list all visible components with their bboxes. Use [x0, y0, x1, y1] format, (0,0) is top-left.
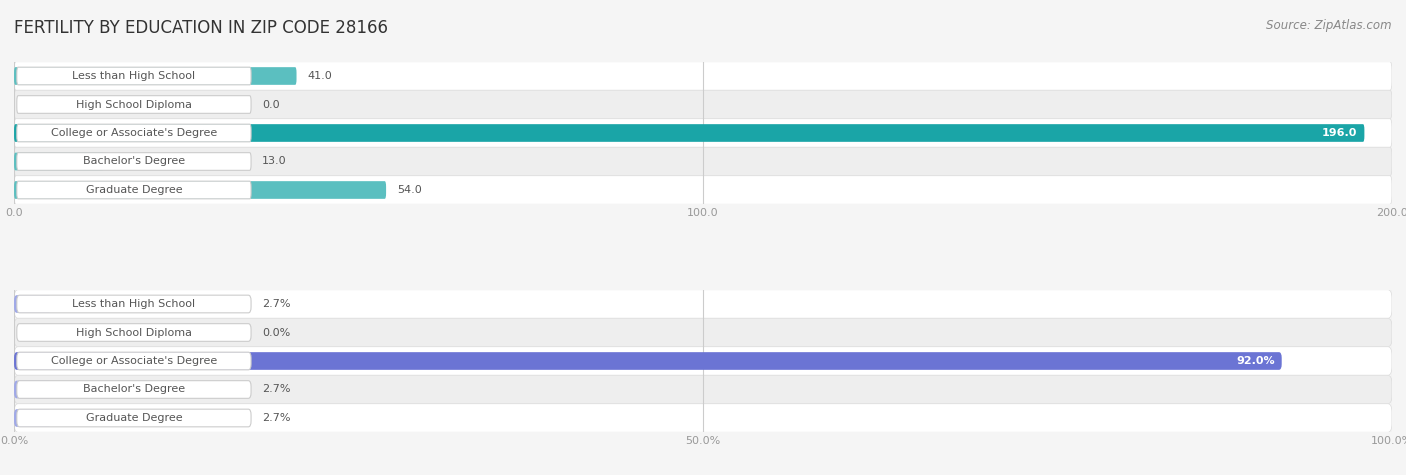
Text: 2.7%: 2.7%	[262, 413, 291, 423]
FancyBboxPatch shape	[14, 352, 1282, 370]
Text: High School Diploma: High School Diploma	[76, 327, 193, 338]
Text: Graduate Degree: Graduate Degree	[86, 413, 183, 423]
FancyBboxPatch shape	[14, 152, 104, 171]
FancyBboxPatch shape	[14, 295, 51, 313]
FancyBboxPatch shape	[17, 67, 252, 85]
Text: Graduate Degree: Graduate Degree	[86, 185, 183, 195]
FancyBboxPatch shape	[17, 295, 252, 313]
FancyBboxPatch shape	[14, 124, 1364, 142]
FancyBboxPatch shape	[17, 323, 252, 342]
FancyBboxPatch shape	[14, 67, 297, 85]
Text: Bachelor's Degree: Bachelor's Degree	[83, 384, 186, 395]
FancyBboxPatch shape	[14, 290, 1392, 318]
FancyBboxPatch shape	[14, 176, 1392, 204]
FancyBboxPatch shape	[14, 62, 1392, 90]
Text: 2.7%: 2.7%	[262, 384, 291, 395]
FancyBboxPatch shape	[17, 152, 252, 171]
FancyBboxPatch shape	[14, 380, 51, 399]
FancyBboxPatch shape	[17, 95, 252, 114]
Text: Source: ZipAtlas.com: Source: ZipAtlas.com	[1267, 19, 1392, 32]
FancyBboxPatch shape	[14, 119, 1392, 147]
Text: 2.7%: 2.7%	[262, 299, 291, 309]
Text: College or Associate's Degree: College or Associate's Degree	[51, 356, 217, 366]
FancyBboxPatch shape	[14, 181, 387, 199]
FancyBboxPatch shape	[14, 318, 1392, 347]
Text: 13.0: 13.0	[262, 156, 287, 167]
FancyBboxPatch shape	[14, 375, 1392, 404]
Text: High School Diploma: High School Diploma	[76, 99, 193, 110]
FancyBboxPatch shape	[17, 352, 252, 370]
Text: Less than High School: Less than High School	[72, 71, 195, 81]
FancyBboxPatch shape	[17, 409, 252, 427]
Text: 41.0: 41.0	[308, 71, 332, 81]
FancyBboxPatch shape	[14, 347, 1392, 375]
FancyBboxPatch shape	[14, 147, 1392, 176]
Text: 0.0%: 0.0%	[262, 327, 290, 338]
FancyBboxPatch shape	[14, 409, 51, 427]
FancyBboxPatch shape	[17, 124, 252, 142]
Text: 196.0: 196.0	[1322, 128, 1358, 138]
Text: 92.0%: 92.0%	[1236, 356, 1275, 366]
FancyBboxPatch shape	[17, 181, 252, 199]
FancyBboxPatch shape	[14, 90, 1392, 119]
Text: Bachelor's Degree: Bachelor's Degree	[83, 156, 186, 167]
FancyBboxPatch shape	[14, 404, 1392, 432]
FancyBboxPatch shape	[17, 380, 252, 399]
Text: 0.0: 0.0	[262, 99, 280, 110]
Text: 54.0: 54.0	[396, 185, 422, 195]
Text: Less than High School: Less than High School	[72, 299, 195, 309]
Text: FERTILITY BY EDUCATION IN ZIP CODE 28166: FERTILITY BY EDUCATION IN ZIP CODE 28166	[14, 19, 388, 37]
Text: College or Associate's Degree: College or Associate's Degree	[51, 128, 217, 138]
